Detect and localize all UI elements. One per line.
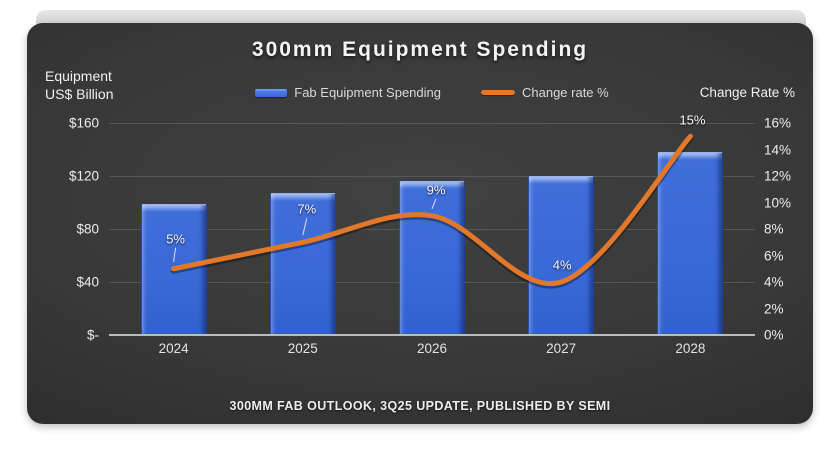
right-axis-tick: 2% <box>764 301 784 316</box>
x-axis-labels: 2024 2025 2026 2027 2028 <box>109 341 755 356</box>
gridline <box>109 176 755 177</box>
right-axis-tick: 10% <box>764 195 792 210</box>
chart-card: 300mm Equipment Spending Equipment US$ B… <box>27 23 813 424</box>
bar-column-2025 <box>238 123 367 335</box>
chart-title: 300mm Equipment Spending <box>251 38 589 61</box>
left-axis-tick: $120 <box>68 168 99 184</box>
left-axis-tick: $40 <box>76 274 99 290</box>
right-axis-tick: 12% <box>764 168 792 184</box>
right-axis-tick: 16% <box>764 115 792 131</box>
change-rate-line <box>170 133 694 289</box>
x-axis-label-2028: 2028 <box>675 341 706 356</box>
right-axis-tick: 6% <box>764 248 784 263</box>
left-axis-title: Equipment US$ Billion <box>45 67 113 103</box>
bar-column-2027 <box>497 123 626 335</box>
label-leader-line <box>431 198 437 209</box>
right-axis-tick: 8% <box>764 221 784 237</box>
left-axis-title-line2: US$ Billion <box>45 86 114 103</box>
line-swatch-icon <box>480 90 515 95</box>
bar-2026 <box>398 181 465 335</box>
left-axis-tick: $- <box>86 327 99 343</box>
left-axis-tick: $80 <box>76 221 99 237</box>
x-axis-line <box>109 334 755 336</box>
change-rate-label-2028: 15% <box>679 112 706 128</box>
x-axis-label-2025: 2025 <box>287 341 318 356</box>
bar-swatch-icon <box>255 88 288 97</box>
legend-item-change-rate: Change rate % <box>480 85 609 100</box>
right-axis-tick: 4% <box>764 274 784 290</box>
legend-item-fab-equipment-spending: Fab Equipment Spending <box>255 85 441 100</box>
legend-label: Fab Equipment Spending <box>294 85 441 100</box>
x-axis-label-2024: 2024 <box>158 341 189 356</box>
bar-2027 <box>528 176 595 335</box>
change-rate-label-2024: 5% <box>166 231 185 247</box>
left-axis-title-line1: Equipment <box>45 68 112 84</box>
legend: Fab Equipment Spending Change rate % <box>109 85 755 100</box>
change-rate-label-2027: 4% <box>552 257 572 273</box>
bar-2028 <box>657 152 724 335</box>
change-rate-label-2025: 7% <box>297 201 317 217</box>
right-axis-tick: 14% <box>764 142 792 157</box>
bar-column-2026 <box>367 123 496 335</box>
right-axis-title: Change Rate % <box>699 85 795 100</box>
plot-area: 5% 7% 9% 4% 15% <box>109 113 755 336</box>
left-axis-ticks: $160 $120 $80 $40 $- <box>27 116 99 343</box>
gridline <box>109 123 755 124</box>
legend-label: Change rate % <box>521 85 609 100</box>
source-note: 300MM FAB OUTLOOK, 3Q25 UPDATE, PUBLISHE… <box>229 399 611 413</box>
change-rate-label-2026: 9% <box>426 182 446 198</box>
bar-2025 <box>269 193 336 335</box>
right-axis-ticks: 16% 14% 12% 10% 8% 6% 4% 2% 0% <box>764 116 812 343</box>
label-leader-line <box>173 247 177 262</box>
x-axis-label-2027: 2027 <box>546 341 577 356</box>
left-axis-tick: $160 <box>68 115 99 131</box>
x-axis-label-2026: 2026 <box>416 341 447 356</box>
bar-column-2028 <box>626 123 755 335</box>
right-axis-tick: 0% <box>764 327 784 343</box>
label-leader-line <box>302 218 308 236</box>
